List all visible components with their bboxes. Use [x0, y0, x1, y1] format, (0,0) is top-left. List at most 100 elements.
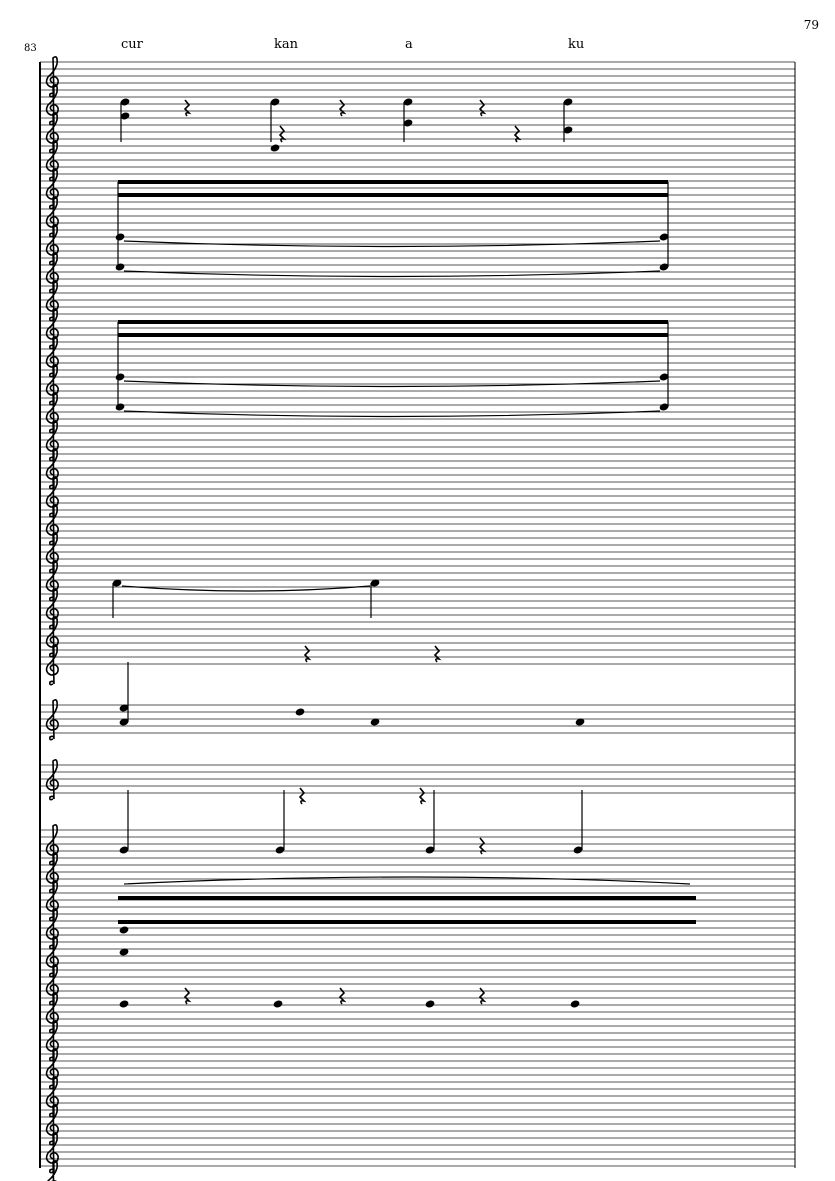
beam: [118, 896, 696, 900]
beam: [118, 180, 668, 184]
treble-clef-icon: [45, 476, 59, 518]
tie: [123, 240, 661, 248]
quarter-rest-icon: [298, 787, 307, 805]
treble-clef-icon: [45, 616, 59, 658]
page-number: 79: [803, 18, 819, 32]
notehead: [275, 846, 285, 854]
notehead: [119, 846, 129, 854]
notehead: [370, 579, 380, 587]
treble-clef-icon: [45, 1076, 59, 1118]
notehead: [295, 708, 305, 716]
notehead: [570, 1000, 580, 1008]
quarter-rest-icon: [513, 125, 522, 143]
quarter-rest-icon: [338, 987, 347, 1005]
beam: [118, 920, 696, 924]
notehead: [120, 112, 130, 120]
treble-clef-icon: [45, 908, 59, 950]
notehead: [425, 846, 435, 854]
treble-clef-icon: [45, 1020, 59, 1062]
treble-clef-icon: [45, 56, 59, 98]
tie: [123, 410, 661, 418]
quarter-rest-icon: [418, 787, 427, 805]
treble-clef-icon: [45, 852, 59, 894]
treble-clef-icon: [45, 392, 59, 434]
treble-clef-icon: [45, 140, 59, 182]
treble-clef-icon: [45, 1132, 59, 1174]
treble-clef-icon: [45, 759, 59, 801]
treble-clef-icon: [45, 336, 59, 378]
notehead: [119, 948, 129, 956]
lyric-syllable: cur: [121, 37, 143, 52]
notehead: [115, 263, 125, 271]
lyric-syllable: ku: [568, 37, 585, 52]
treble-clef-icon: [45, 964, 59, 1006]
notehead: [403, 119, 413, 127]
treble-clef-icon: [45, 196, 59, 238]
treble-clef-icon: [45, 1048, 59, 1090]
notehead: [573, 846, 583, 854]
notehead: [112, 579, 122, 587]
treble-clef-icon: [45, 588, 59, 630]
treble-clef-icon: [45, 992, 59, 1034]
lyric-syllable: kan: [274, 37, 299, 52]
notehead: [270, 98, 280, 106]
quarter-rest-icon: [183, 987, 192, 1005]
treble-clef-icon: [45, 824, 59, 866]
treble-clef-icon: [45, 448, 59, 490]
notehead: [120, 98, 130, 106]
treble-clef-icon: [45, 364, 59, 406]
quarter-rest-icon: [433, 645, 442, 663]
notehead: [563, 126, 573, 134]
quarter-rest-icon: [303, 645, 312, 663]
treble-clef-icon: [47, 1160, 58, 1181]
treble-clef-icon: [45, 880, 59, 922]
tie: [121, 585, 371, 592]
quarter-rest-icon: [338, 99, 347, 117]
tie: [123, 876, 691, 885]
beam: [118, 333, 668, 337]
treble-clef-icon: [45, 532, 59, 574]
beam: [118, 320, 668, 324]
beam: [118, 193, 668, 197]
notehead: [115, 403, 125, 411]
quarter-rest-icon: [478, 837, 487, 855]
treble-clef-icon: [45, 699, 59, 741]
treble-clef-icon: [45, 308, 59, 350]
notehead: [403, 98, 413, 106]
tie: [123, 270, 661, 278]
notehead: [575, 718, 585, 726]
quarter-rest-icon: [183, 99, 192, 117]
treble-clef-icon: [45, 560, 59, 602]
notehead: [659, 373, 669, 381]
quarter-rest-icon: [278, 125, 287, 143]
notehead: [115, 373, 125, 381]
notehead: [563, 98, 573, 106]
notehead: [119, 926, 129, 934]
notehead: [659, 403, 669, 411]
quarter-rest-icon: [478, 987, 487, 1005]
treble-clef-icon: [45, 420, 59, 462]
notehead: [119, 1000, 129, 1008]
notehead: [659, 263, 669, 271]
notehead: [370, 718, 380, 726]
notehead: [119, 718, 129, 726]
treble-clef-icon: [45, 644, 59, 686]
notehead: [425, 1000, 435, 1008]
treble-clef-icon: [45, 504, 59, 546]
treble-clef-icon: [45, 252, 59, 294]
treble-clef-icon: [45, 84, 59, 126]
lyric-syllable: a: [405, 37, 413, 52]
treble-clef-icon: [45, 168, 59, 210]
notehead: [119, 704, 129, 712]
notehead: [273, 1000, 283, 1008]
measure-number: 83: [24, 43, 37, 54]
treble-clef-icon: [45, 224, 59, 266]
notehead: [270, 144, 280, 152]
tie: [123, 380, 661, 388]
treble-clef-icon: [45, 1104, 59, 1146]
quarter-rest-icon: [478, 99, 487, 117]
treble-clef-icon: [45, 936, 59, 978]
treble-clef-icon: [45, 280, 59, 322]
treble-clef-icon: [45, 112, 59, 154]
